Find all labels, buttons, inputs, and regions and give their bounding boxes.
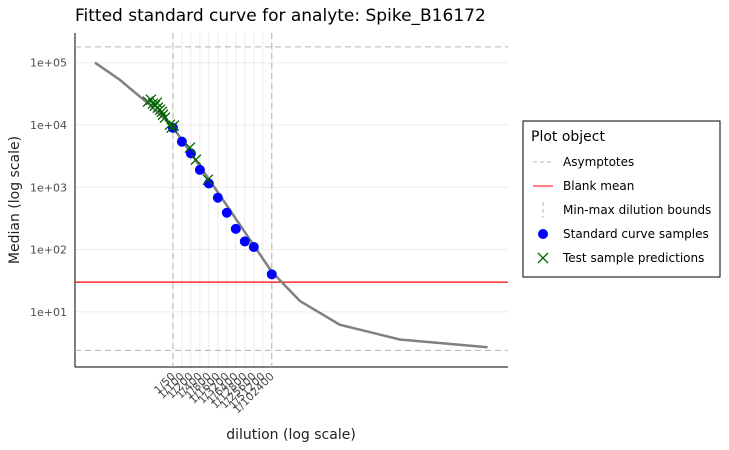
legend-box <box>522 120 721 278</box>
y-tick-label: 1e+03 <box>30 181 67 194</box>
standard-point <box>266 269 277 280</box>
legend-label: Asymptotes <box>563 155 634 169</box>
y-tick-label: 1e+05 <box>30 57 67 70</box>
chart-title: Fitted standard curve for analyte: Spike… <box>75 6 486 26</box>
legend-label: Standard curve samples <box>563 227 709 241</box>
standard-point <box>212 192 223 203</box>
y-tick-label: 1e+01 <box>30 306 67 319</box>
standard-point <box>176 136 187 147</box>
test-point <box>168 120 180 132</box>
legend-title: Plot object <box>531 129 605 145</box>
y-tick-label: 1e+04 <box>30 119 67 132</box>
legend-label: Blank mean <box>563 179 634 193</box>
test-point <box>190 154 202 166</box>
fitted-curve <box>94 61 488 349</box>
legend-key <box>537 252 549 264</box>
legend-label: Test sample predictions <box>562 251 704 265</box>
standard-point <box>194 164 205 175</box>
test-point <box>202 174 214 186</box>
standard-point <box>239 236 250 247</box>
legend-label: Min-max dilution bounds <box>563 203 711 217</box>
x-axis-label: dilution (log scale) <box>226 427 356 443</box>
test-point <box>184 142 196 154</box>
test-point <box>159 112 171 124</box>
legend-key <box>538 229 548 239</box>
test-point <box>164 119 176 131</box>
y-tick-label: 1e+02 <box>30 244 67 257</box>
standard-point <box>230 223 241 234</box>
test-point <box>156 106 168 118</box>
test-point <box>157 109 169 121</box>
standard-point <box>221 207 232 218</box>
standard-point <box>248 241 259 252</box>
y-axis-label: Median (log scale) <box>7 136 23 264</box>
